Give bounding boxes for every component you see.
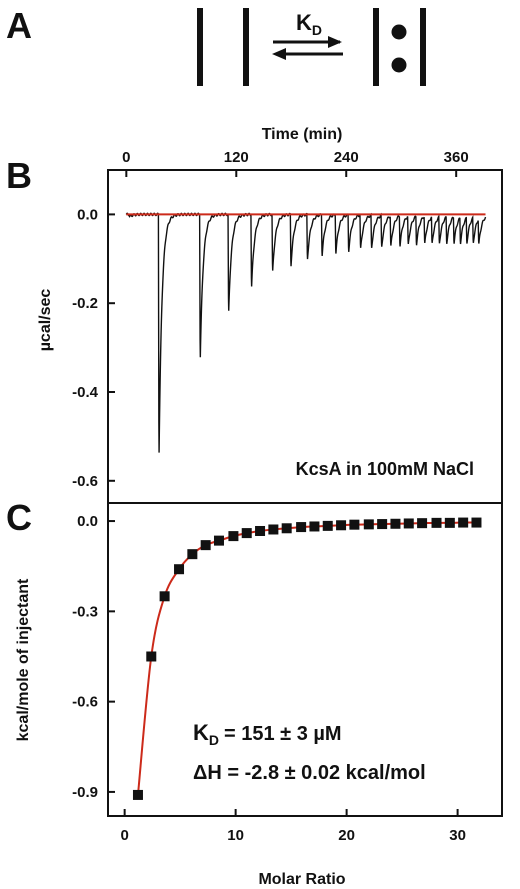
membrane-left-inner <box>243 8 249 86</box>
panel-b-frame <box>107 169 503 504</box>
panel-c-x-title: Molar Ratio <box>258 871 345 888</box>
panel-c-data-point <box>241 528 252 539</box>
panel-c-data-point <box>336 520 347 531</box>
panel-b-y-title: µcal/sec <box>37 289 54 352</box>
panel-b-y-tick-label: 0.0 <box>77 206 98 223</box>
panel-c-x-tick-label: 0 <box>120 827 128 844</box>
panel-b-x-tick-label: 360 <box>444 149 469 166</box>
panel-c-data-point <box>471 517 482 528</box>
panel-b-x-tick-label: 240 <box>334 149 359 166</box>
panel-b-x-title: Time (min) <box>262 126 343 143</box>
panel-c-data-point <box>200 540 211 551</box>
panel-c-data-point <box>268 524 279 535</box>
panel-c-data-point <box>322 520 333 531</box>
panel-b-annotation: KcsA in 100mM NaCl <box>296 459 474 479</box>
membrane-left-outer <box>197 8 203 86</box>
panel-c-kd-annotation: KD = 151 ± 3 µM <box>193 720 342 748</box>
panel-c-y-title: kcal/mole of injectant <box>15 578 32 741</box>
panel-c-chart: Molar Ratio kcal/mole of injectant KD = 1… <box>15 502 503 888</box>
panel-c-data-point <box>458 517 469 528</box>
panel-c-letter: C <box>6 497 32 538</box>
panel-c-data-point <box>159 591 170 602</box>
panel-c-y-tick-label: -0.9 <box>72 784 98 801</box>
panel-c-data-point <box>281 523 292 534</box>
panel-c-frame <box>107 502 503 817</box>
panel-b-x-tick-label: 120 <box>224 149 249 166</box>
panel-c-y-tick-label: 0.0 <box>77 513 98 530</box>
panel-c-data-point <box>187 549 198 560</box>
panel-c-data-point <box>255 525 266 536</box>
panel-c-data-point <box>349 519 360 530</box>
panel-b-x-tick-label: 0 <box>122 149 130 166</box>
panel-c-data-point <box>390 518 401 529</box>
panel-c-y-tick-label: -0.6 <box>72 694 98 711</box>
kd-label: KD <box>296 10 322 38</box>
panel-c-data-point <box>417 518 428 529</box>
panel-a-letter: A <box>6 5 32 46</box>
panel-b-letter: B <box>6 155 32 196</box>
panel-c-data-point <box>431 517 442 528</box>
panel-c-data-point <box>174 564 185 575</box>
panel-c-fit-curve <box>136 521 477 796</box>
panel-c-data-point <box>377 519 388 530</box>
ion-dot-top <box>391 24 407 40</box>
panel-b-y-tick-label: -0.6 <box>72 473 98 490</box>
panel-c-data-point <box>444 517 455 528</box>
ion-dot-bottom <box>391 57 407 73</box>
panel-b-thermogram-trace <box>125 212 487 453</box>
panel-c-data-point <box>146 651 157 662</box>
panel-c-x-tick-label: 30 <box>449 827 466 844</box>
panel-c-x-tick-label: 20 <box>338 827 355 844</box>
panel-c-dh-annotation: ΔH = -2.8 ± 0.02 kcal/mol <box>193 762 426 784</box>
panel-c-y-tick-label: -0.3 <box>72 603 98 620</box>
panel-b-chart: Time (min) µcal/sec KcsA in 100mM NaCl 0… <box>37 126 503 504</box>
panel-c-data-point <box>296 522 307 533</box>
forward-arrow-head <box>328 36 342 48</box>
panel-b-y-tick-label: -0.2 <box>72 295 98 312</box>
membrane-right-outer <box>373 8 379 86</box>
reverse-arrow-head <box>272 48 286 60</box>
panel-c-data-point <box>132 789 143 800</box>
membrane-right-inner <box>420 8 426 86</box>
panel-b-y-tick-label: -0.4 <box>72 384 99 401</box>
panel-c-data-point <box>228 531 239 542</box>
panel-a-schematic: KD <box>197 8 426 86</box>
panel-c-data-point <box>213 535 224 546</box>
panel-c-x-tick-label: 10 <box>227 827 244 844</box>
panel-c-data-point <box>403 518 414 529</box>
panel-c-data-point <box>363 519 374 530</box>
panel-c-data-point <box>309 521 320 532</box>
